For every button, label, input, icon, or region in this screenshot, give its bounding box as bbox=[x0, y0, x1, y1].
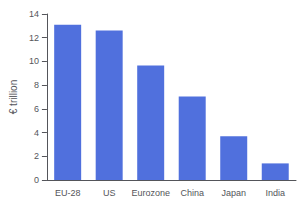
svg-text:Japan: Japan bbox=[221, 188, 246, 198]
svg-text:4: 4 bbox=[34, 128, 39, 138]
svg-text:Eurozone: Eurozone bbox=[131, 188, 170, 198]
svg-text:6: 6 bbox=[34, 104, 39, 114]
svg-text:2: 2 bbox=[34, 151, 39, 161]
svg-text:14: 14 bbox=[29, 9, 39, 19]
svg-text:12: 12 bbox=[29, 33, 39, 43]
svg-text:8: 8 bbox=[34, 80, 39, 90]
svg-text:0: 0 bbox=[34, 175, 39, 185]
svg-text:India: India bbox=[265, 188, 285, 198]
svg-text:EU-28: EU-28 bbox=[55, 188, 81, 198]
svg-text:China: China bbox=[180, 188, 204, 198]
svg-text:€ trillion: € trillion bbox=[8, 80, 19, 114]
svg-text:10: 10 bbox=[29, 56, 39, 66]
svg-text:US: US bbox=[103, 188, 116, 198]
